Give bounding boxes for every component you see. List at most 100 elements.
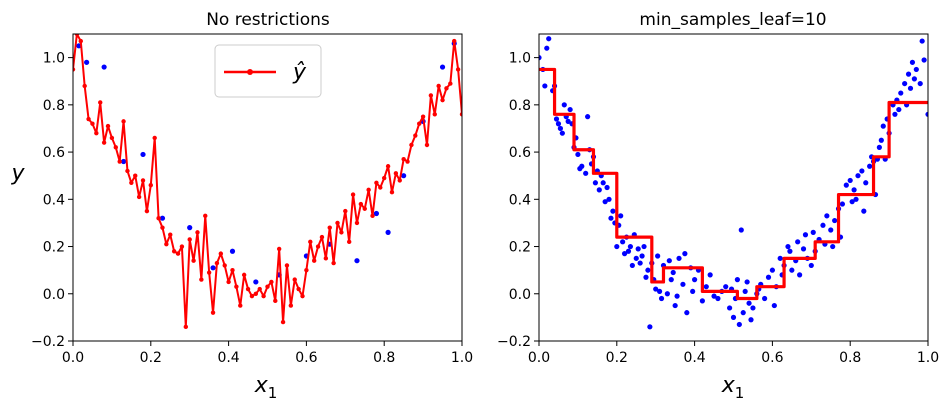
left-data-point [354, 258, 360, 264]
right-data-point [559, 130, 565, 136]
left-y-tick-label: −0.2 [31, 334, 65, 350]
left-prediction-marker [304, 267, 309, 273]
left-prediction-marker [148, 182, 153, 188]
right-title: min_samples_leaf=10 [639, 10, 826, 30]
right-data-point [849, 199, 855, 205]
right-data-point [621, 251, 628, 257]
right-data-point [602, 199, 608, 205]
left-data-point [159, 215, 166, 221]
left-prediction-marker [413, 133, 418, 138]
right-data-point [810, 229, 816, 235]
left-prediction-marker [222, 263, 227, 268]
right-data-point [567, 106, 573, 113]
right-data-point [785, 243, 791, 250]
left-prediction-marker [428, 93, 434, 98]
right-data-point [896, 106, 902, 113]
right-data-point [744, 279, 750, 285]
right-data-point [847, 177, 853, 184]
left-prediction-marker [156, 216, 161, 221]
right-data-point [643, 274, 649, 280]
left-prediction-marker [362, 206, 367, 211]
left-prediction-marker [140, 178, 146, 183]
right-data-point [771, 302, 777, 309]
right-data-point [707, 272, 713, 278]
right-x-tick-label: 0.6 [761, 350, 783, 366]
right-data-point [727, 305, 733, 311]
left-prediction-marker [249, 293, 255, 299]
right-data-point [542, 83, 548, 89]
right-data-point [738, 227, 744, 233]
right-data-point [917, 80, 923, 87]
right-data-point [907, 85, 914, 91]
right-data-point [797, 272, 803, 278]
left-prediction-marker [90, 121, 95, 126]
right-data-point [867, 163, 873, 169]
right-data-point [859, 168, 865, 174]
right-data-point [750, 305, 756, 311]
left-prediction-marker [168, 232, 173, 237]
left-prediction-marker [288, 303, 294, 308]
right-data-point [769, 267, 776, 273]
left-prediction-marker [354, 220, 360, 226]
left-x-tick-label: 0.0 [62, 350, 84, 366]
right-data-point [824, 213, 830, 219]
right-axes-frame [538, 33, 929, 342]
left-x-tick-label: 0.4 [217, 350, 239, 366]
right-data-point [635, 246, 641, 252]
right-data-point [777, 255, 783, 261]
left-prediction-marker [164, 241, 169, 247]
left-prediction-marker [276, 246, 282, 252]
right-prediction-line [539, 67, 928, 301]
left-prediction-marker [179, 244, 185, 249]
left-prediction-marker [152, 135, 157, 141]
left-prediction-marker [296, 286, 301, 292]
left-prediction-marker [378, 185, 383, 190]
left-prediction-marker [265, 284, 270, 289]
right-data-point [830, 243, 836, 250]
left-data-point [373, 210, 380, 217]
right-data-point [800, 246, 807, 252]
left-y-tick-label: 0.2 [43, 240, 65, 256]
right-data-point [546, 36, 552, 42]
left-prediction-marker [171, 249, 177, 254]
right-data-point [625, 248, 632, 254]
left-prediction-marker [455, 67, 461, 72]
right-data-point [851, 187, 857, 193]
left-prediction-marker [292, 277, 297, 282]
left-prediction-marker [175, 251, 181, 256]
right-data-point [618, 213, 624, 219]
left-prediction-marker [385, 164, 391, 169]
right-data-point [736, 321, 742, 328]
right-data-point [921, 57, 927, 63]
left-y-tick-label: 1.0 [43, 51, 65, 67]
left-prediction-marker [339, 230, 344, 235]
left-prediction-marker [230, 267, 235, 273]
left-prediction-marker [101, 140, 107, 145]
right-data-point [746, 300, 752, 306]
left-prediction-marker [393, 171, 399, 176]
right-data-point [641, 243, 647, 250]
right-data-point [789, 267, 795, 273]
left-prediction-marker [125, 168, 130, 174]
right-data-point [585, 114, 591, 120]
right-data-point [672, 302, 678, 309]
right-data-point [820, 222, 826, 228]
right-data-point [855, 173, 861, 179]
right-data-point [902, 80, 908, 87]
left-data-point [210, 265, 216, 271]
right-data-point [703, 284, 709, 290]
right-data-point [575, 151, 581, 158]
left-prediction-marker [382, 175, 387, 181]
left-prediction-marker [199, 277, 204, 282]
right-data-point [606, 196, 612, 202]
right-data-point [909, 59, 916, 65]
left-prediction-marker [113, 145, 118, 150]
left-prediction-marker [195, 230, 200, 235]
right-x-tick-label: 0.0 [528, 350, 550, 366]
left-data-point [401, 173, 407, 179]
left-x-axis-label-subscript: 1 [268, 384, 278, 402]
left-prediction-marker [86, 116, 91, 122]
right-x-axis-label: x1 [721, 373, 745, 402]
left-prediction-marker [424, 142, 430, 148]
left-x-tick-label: 0.2 [140, 350, 162, 366]
